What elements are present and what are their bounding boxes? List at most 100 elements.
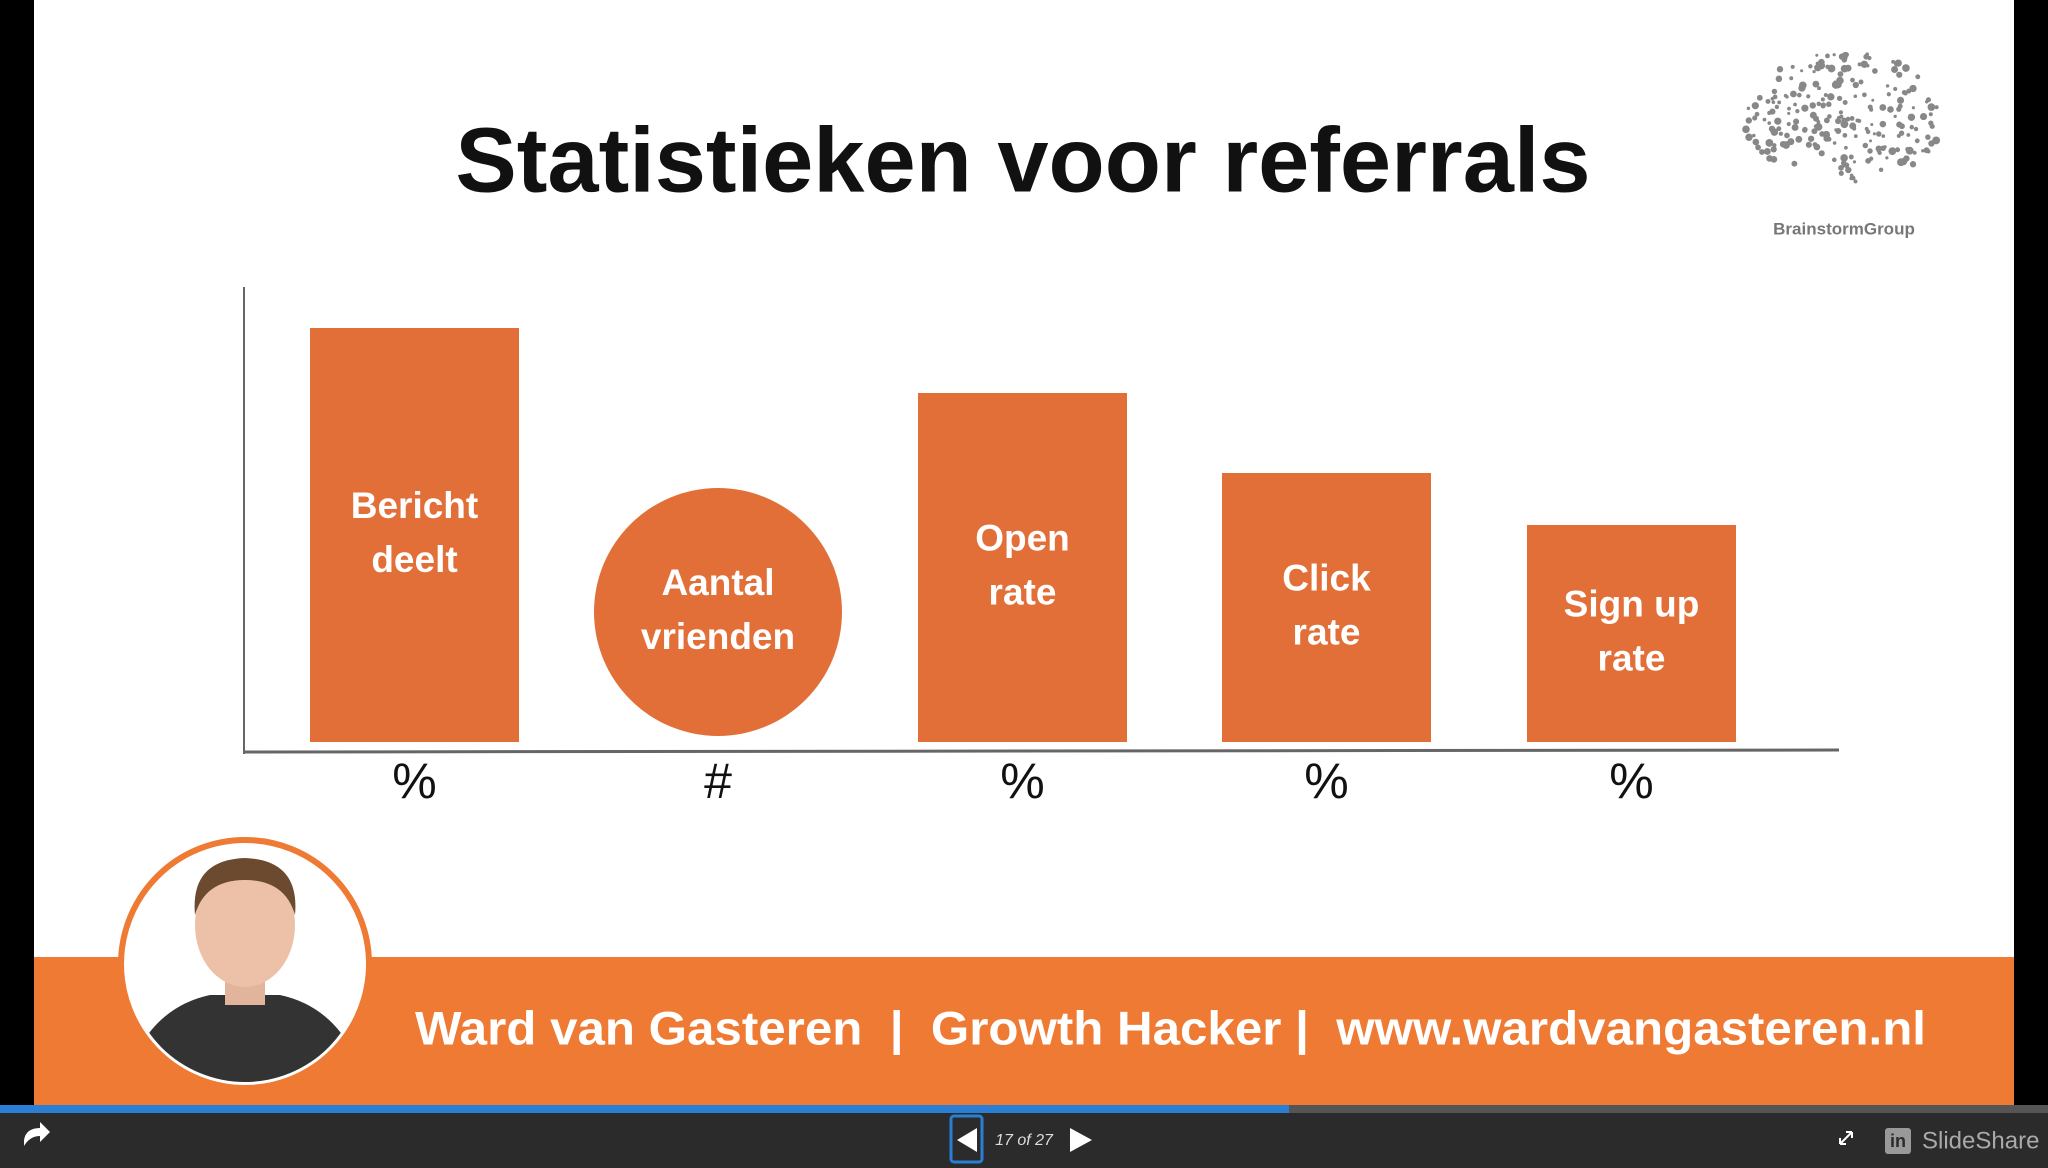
logo-dot: [1820, 97, 1825, 102]
logo-dot: [1762, 117, 1767, 122]
logo-dot: [1766, 155, 1773, 162]
logo-dot: [1818, 150, 1825, 157]
brand-icon-box: [1885, 1128, 1911, 1154]
logo-dot: [1831, 157, 1837, 163]
logo-dot: [1865, 52, 1869, 56]
logo-dot: [1899, 123, 1905, 130]
logo-dot: [1776, 126, 1782, 132]
logo-dot: [1838, 170, 1844, 176]
logo-dot: [1906, 133, 1911, 137]
logo-dot: [1870, 122, 1874, 127]
logo-dot: [1806, 94, 1811, 99]
logo-dot: [1808, 64, 1813, 69]
logo-dot: [1793, 118, 1800, 125]
logo-dot: [1771, 100, 1776, 105]
logo-dot: [1934, 105, 1939, 110]
logo-dot: [1789, 76, 1794, 81]
item-label: Click: [1282, 557, 1371, 598]
diagram: Bericht deelt% Aantal vrienden # Open rate% Cli…: [310, 328, 1736, 809]
fullscreen-icon: [1839, 1131, 1853, 1145]
logo-dot: [1865, 64, 1870, 68]
logo-dot: [1927, 103, 1936, 111]
logo-dot: [1778, 131, 1784, 136]
logo-dot: [1807, 135, 1815, 142]
logo-dot: [1844, 64, 1852, 72]
logo-dot: [1928, 112, 1933, 117]
logo-dot: [1862, 92, 1867, 98]
logo-dot: [1879, 104, 1887, 111]
item-label: rate: [1598, 637, 1666, 678]
logo-dot: [1836, 95, 1843, 101]
logo-dot: [1832, 53, 1836, 57]
logo-dot: [1841, 51, 1849, 59]
logo-dot: [1819, 131, 1825, 137]
logo-dot: [1902, 64, 1910, 72]
logo-dot: [1903, 155, 1910, 162]
logo-dot: [1798, 81, 1807, 90]
logo-dot: [1912, 150, 1917, 155]
logo-dot: [1787, 106, 1791, 111]
prev-button[interactable]: [949, 1114, 984, 1164]
logo-dot: [1814, 122, 1823, 131]
logo-dot: [1790, 64, 1795, 69]
logo-dot: [1893, 61, 1900, 67]
photo-hair: [194, 858, 296, 915]
logo-dot: [1756, 94, 1763, 101]
logo-dot: [1823, 117, 1830, 124]
logo-dot: [1924, 100, 1929, 104]
bar: [310, 328, 519, 742]
next-button[interactable]: [1070, 1128, 1092, 1152]
logo-text: BrainstormGroup: [1773, 219, 1915, 238]
item-label: Bericht: [351, 485, 478, 526]
logo-dot: [1885, 84, 1890, 88]
logo-dot: [1763, 148, 1771, 155]
logo-dot: [1783, 93, 1788, 98]
logo-dot: [1840, 120, 1849, 129]
logo-dot: [1844, 145, 1848, 150]
logo-dot: [1834, 128, 1838, 132]
logo-dot: [1848, 154, 1854, 160]
logo-dot: [1840, 160, 1847, 166]
share-button[interactable]: [24, 1122, 50, 1146]
logo-dot: [1858, 79, 1864, 85]
logo-dot: [1752, 115, 1758, 121]
control-bar: [0, 1113, 2048, 1168]
logo-dot: [1845, 166, 1852, 174]
logo-dot: [1800, 69, 1804, 73]
item-label: deelt: [371, 539, 457, 580]
logo-dot: [1867, 148, 1873, 154]
logo-dot: [1896, 71, 1903, 78]
logo-dot: [1880, 145, 1886, 152]
logo-dot: [1827, 114, 1832, 119]
logo-dot: [1840, 165, 1845, 169]
logo-dot: [1842, 132, 1848, 138]
item-label: Aantal: [661, 562, 774, 603]
logo-dot: [1837, 71, 1844, 78]
logo-dot: [1813, 143, 1821, 151]
logo-dot: [1911, 106, 1916, 110]
bar: [1527, 525, 1736, 742]
progress-fill: [0, 1105, 1289, 1113]
logo-dot: [1869, 107, 1874, 112]
logo-dot: [1929, 123, 1935, 129]
logo-dot: [1869, 139, 1873, 143]
logo-dot: [1857, 118, 1862, 123]
bubble: [594, 488, 842, 736]
brand-name: SlideShare: [1922, 1127, 2039, 1154]
logo-dot: [1784, 132, 1790, 139]
logo-dot: [1752, 138, 1760, 146]
logo-dot: [1776, 66, 1784, 73]
logo-dot: [1850, 175, 1856, 181]
logo-dot: [1872, 132, 1876, 136]
logo-dot: [1796, 92, 1802, 98]
logo-dot: [1786, 121, 1791, 127]
logo-dot: [1923, 114, 1927, 119]
logo-dot: [1754, 111, 1760, 117]
logo-dot: [1842, 99, 1848, 105]
fullscreen-button[interactable]: [1839, 1131, 1853, 1145]
logo-dot: [1877, 150, 1882, 155]
logo-dot: [1897, 158, 1905, 167]
brand[interactable]: in SlideShare: [1885, 1127, 2039, 1154]
logo-dot: [1767, 121, 1772, 125]
photo-face: [195, 863, 295, 987]
